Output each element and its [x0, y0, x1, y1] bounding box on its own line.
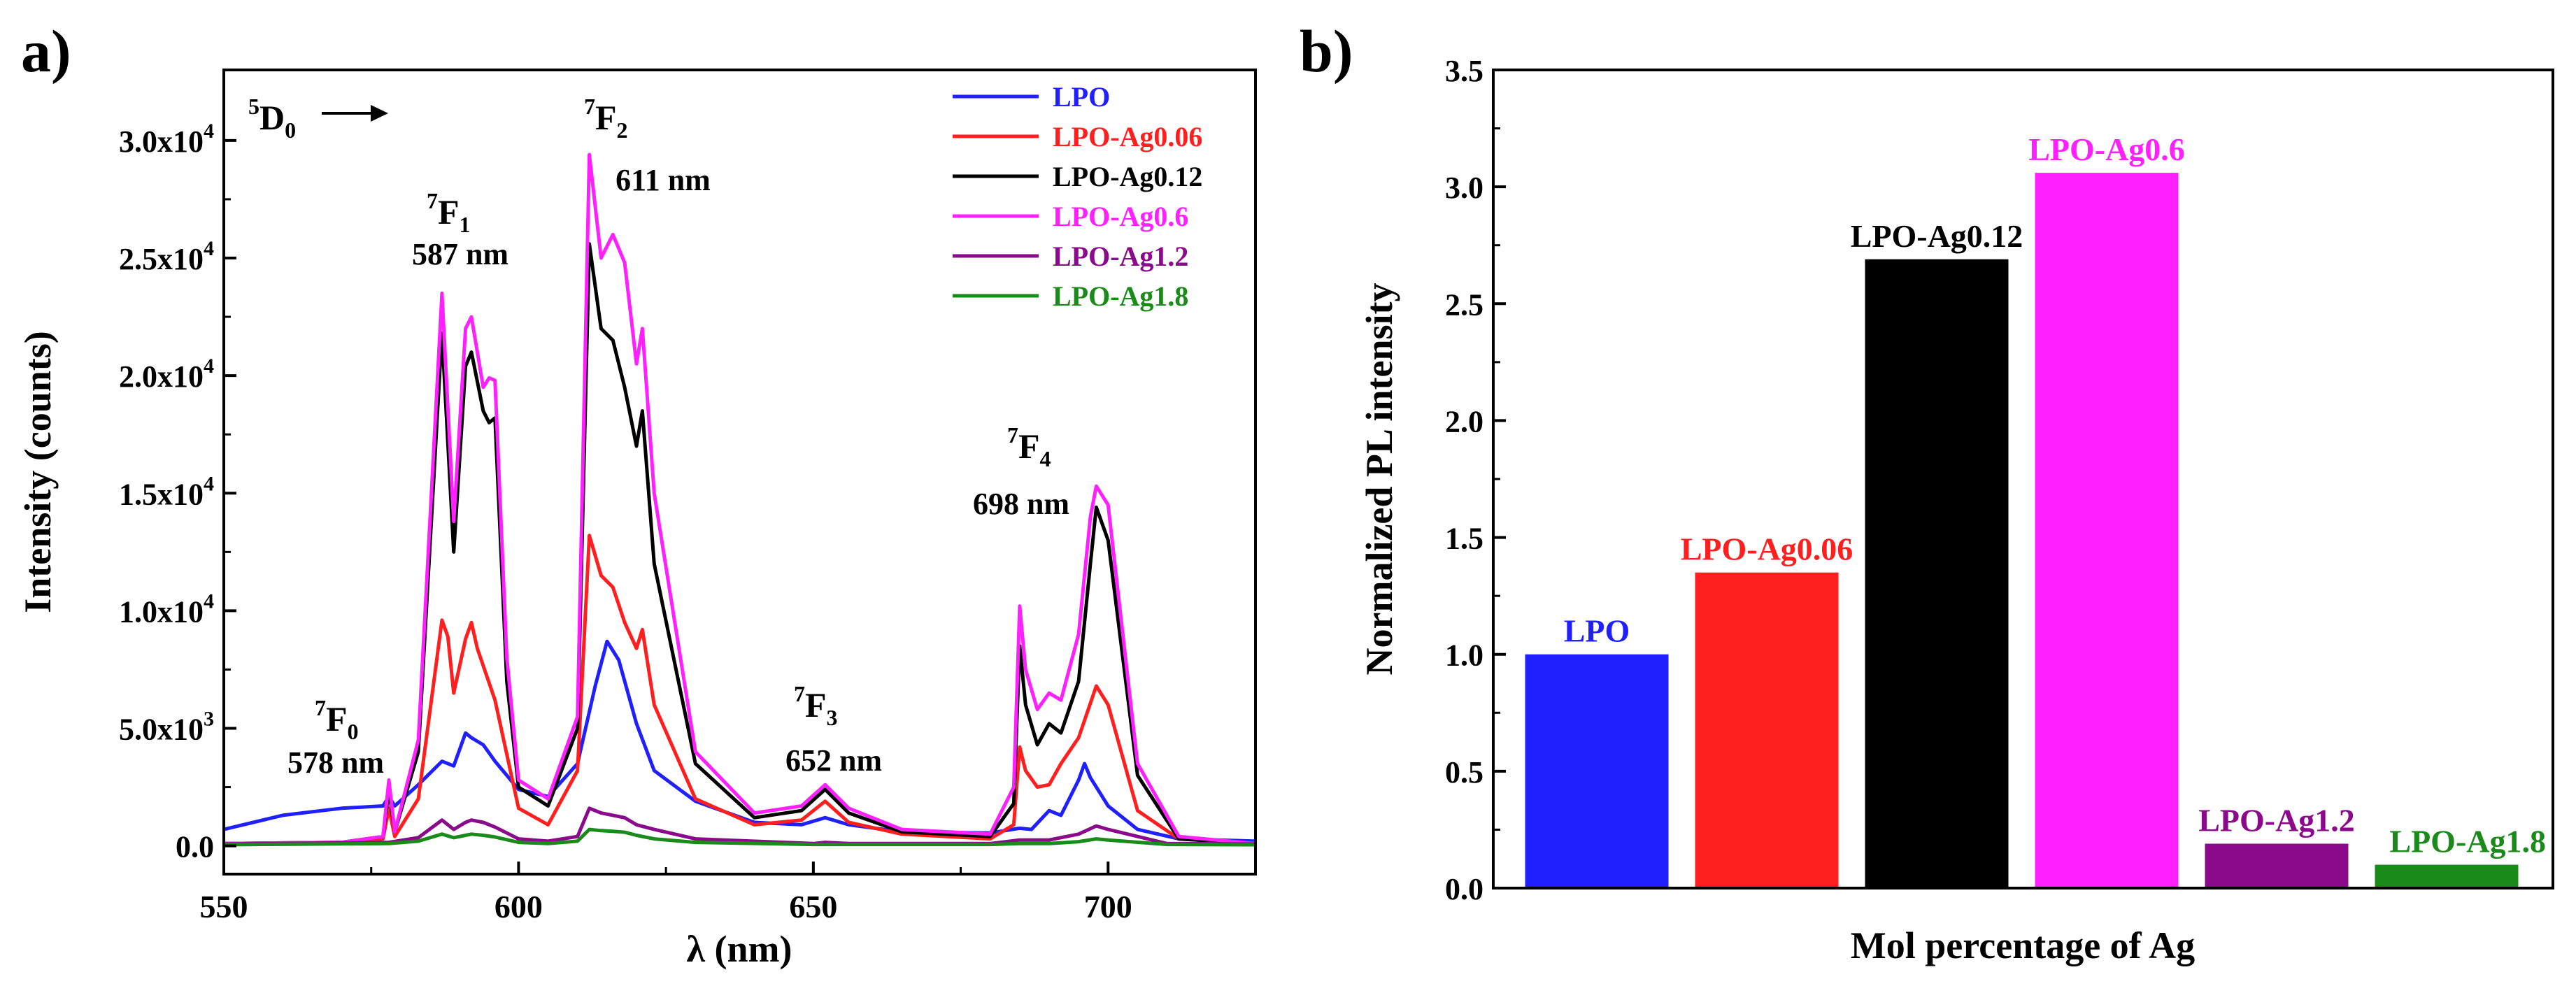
legend-label: LPO-Ag0.6 — [1053, 201, 1188, 232]
bar-label: LPO-Ag0.6 — [2028, 131, 2185, 167]
y-tick-label: 5.0x103 — [119, 708, 214, 747]
panel-a-x-axis: 550 600 650 700 — [200, 862, 1132, 924]
y-tick-label: 0.5 — [1445, 755, 1483, 789]
bar-lpo-ag0-06 — [1695, 572, 1839, 888]
y-tick-label: 1.0x104 — [119, 590, 214, 629]
svg-text:7F0: 7F0 — [315, 695, 359, 744]
series-line-lpo-ag0-12 — [224, 242, 1255, 845]
legend-label: LPO-Ag0.12 — [1053, 161, 1202, 192]
panel-b-bars — [1525, 173, 2519, 889]
y-tick-label: 2.0x104 — [119, 355, 214, 394]
y-tick-label: 1.5 — [1445, 522, 1483, 556]
legend-label: LPO — [1053, 81, 1110, 113]
bar-lpo-ag0-6 — [2035, 173, 2179, 889]
legend-entry-lpo-ag1-8: LPO-Ag1.8 — [953, 280, 1188, 312]
bar-lpo-ag0-12 — [1865, 259, 2009, 888]
y-tick-label: 2.0 — [1445, 404, 1483, 438]
panel-a: a) 550 600 650 700 0.0 5.0x103 1.0x104 1.5x104… — [17, 17, 1257, 970]
legend-entry-lpo-ag0-6: LPO-Ag0.6 — [953, 201, 1188, 232]
svg-text:652 nm: 652 nm — [785, 743, 882, 778]
legend-entry-lpo-ag0-06: LPO-Ag0.06 — [953, 121, 1202, 152]
panel-a-legend: LPO LPO-Ag0.06 LPO-Ag0.12 LPO-Ag0.6 LPO-Ag1.… — [953, 81, 1202, 312]
bar-lpo-ag1-2 — [2205, 843, 2349, 888]
series-line-lpo-ag0-06 — [224, 534, 1255, 845]
svg-text:7F1: 7F1 — [427, 188, 471, 237]
x-tick-label: 550 — [200, 889, 248, 924]
bar-label: LPO-Ag1.8 — [2389, 824, 2546, 859]
legend-entry-lpo-ag0-12: LPO-Ag0.12 — [953, 161, 1202, 192]
y-tick-label: 0.0 — [1445, 872, 1483, 906]
annotation-7f1: 7F1 587 nm — [412, 188, 508, 271]
annotation-5d0-sub: 0 — [285, 117, 296, 143]
bar-lpo-ag1-8 — [2375, 864, 2519, 888]
legend-label: LPO-Ag1.2 — [1053, 241, 1188, 272]
svg-text:5D0: 5D0 — [248, 94, 296, 143]
svg-text:611 nm: 611 nm — [615, 163, 711, 197]
series-line-lpo-ag1-8 — [224, 827, 1255, 847]
series-line-lpo-ag1-2 — [224, 806, 1255, 846]
bar-label: LPO-Ag0.06 — [1681, 531, 1853, 567]
panel-b-bar-labels: LPO LPO-Ag0.06 LPO-Ag0.12 LPO-Ag0.6 LPO-Ag1.… — [1564, 131, 2546, 859]
y-tick-label: 1.5x104 — [119, 472, 214, 511]
svg-text:587 nm: 587 nm — [412, 237, 508, 271]
legend-entry-lpo-ag1-2: LPO-Ag1.2 — [953, 241, 1188, 272]
panel-b-y-label: Normalized PL intensity — [1358, 283, 1400, 676]
svg-text:578 nm: 578 nm — [287, 745, 384, 780]
bar-label: LPO-Ag0.12 — [1851, 218, 2023, 254]
svg-text:7F3: 7F3 — [794, 681, 838, 730]
y-tick-label: 2.5 — [1445, 287, 1483, 322]
svg-text:698 nm: 698 nm — [973, 487, 1069, 521]
annotation-7f2: 7F2 611 nm — [584, 94, 711, 197]
x-tick-label: 700 — [1084, 889, 1132, 924]
x-tick-label: 650 — [789, 889, 837, 924]
series-line-lpo-ag0-6 — [224, 152, 1255, 845]
bar-label: LPO — [1564, 613, 1630, 649]
y-tick-label: 1.0 — [1445, 638, 1483, 673]
arrow-head-icon — [371, 105, 388, 122]
panel-a-frame — [222, 69, 1257, 876]
panel-b-x-label: Mol percentage of Ag — [1851, 924, 2195, 966]
annotation-5d0: 5D0 — [248, 94, 388, 143]
annotation-5d0-sup: 5 — [248, 94, 259, 119]
y-tick-label: 3.0x104 — [119, 120, 214, 159]
panel-a-y-label: Intensity (counts) — [17, 331, 59, 613]
bar-lpo — [1525, 654, 1669, 888]
series-line-lpo — [224, 639, 1255, 843]
y-tick-label: 3.5 — [1445, 54, 1483, 88]
y-tick-label: 0.0 — [176, 830, 214, 864]
legend-entry-lpo: LPO — [953, 81, 1110, 113]
annotation-7f3: 7F3 652 nm — [785, 681, 882, 778]
y-tick-label: 2.5x104 — [119, 237, 214, 276]
annotation-7f0: 7F0 578 nm — [287, 695, 384, 780]
panel-a-x-label: λ (nm) — [686, 928, 792, 970]
panel-a-lines — [224, 152, 1255, 847]
annotation-7f4: 7F4 698 nm — [973, 422, 1069, 521]
annotation-5d0-base: D — [259, 98, 285, 137]
legend-label: LPO-Ag1.8 — [1053, 280, 1188, 312]
panel-a-y-axis: 0.0 5.0x103 1.0x104 1.5x104 2.0x104 2.5x104 3.… — [119, 120, 236, 864]
bar-label: LPO-Ag1.2 — [2198, 802, 2355, 838]
panel-b: b) LPO LPO-Ag0.06 LPO-Ag0.12 LPO-Ag0.6 LPO-A… — [1300, 17, 2554, 966]
panel-a-label: a) — [21, 17, 71, 85]
svg-text:7F4: 7F4 — [1007, 422, 1051, 471]
x-tick-label: 600 — [494, 889, 543, 924]
y-tick-label: 3.0 — [1445, 171, 1483, 205]
panel-b-y-axis: 0.0 0.5 1.0 1.5 2.0 2.5 3.0 3.5 — [1445, 54, 1506, 906]
panel-b-label: b) — [1300, 17, 1353, 85]
svg-text:7F2: 7F2 — [584, 94, 628, 143]
legend-label: LPO-Ag0.06 — [1053, 121, 1202, 152]
